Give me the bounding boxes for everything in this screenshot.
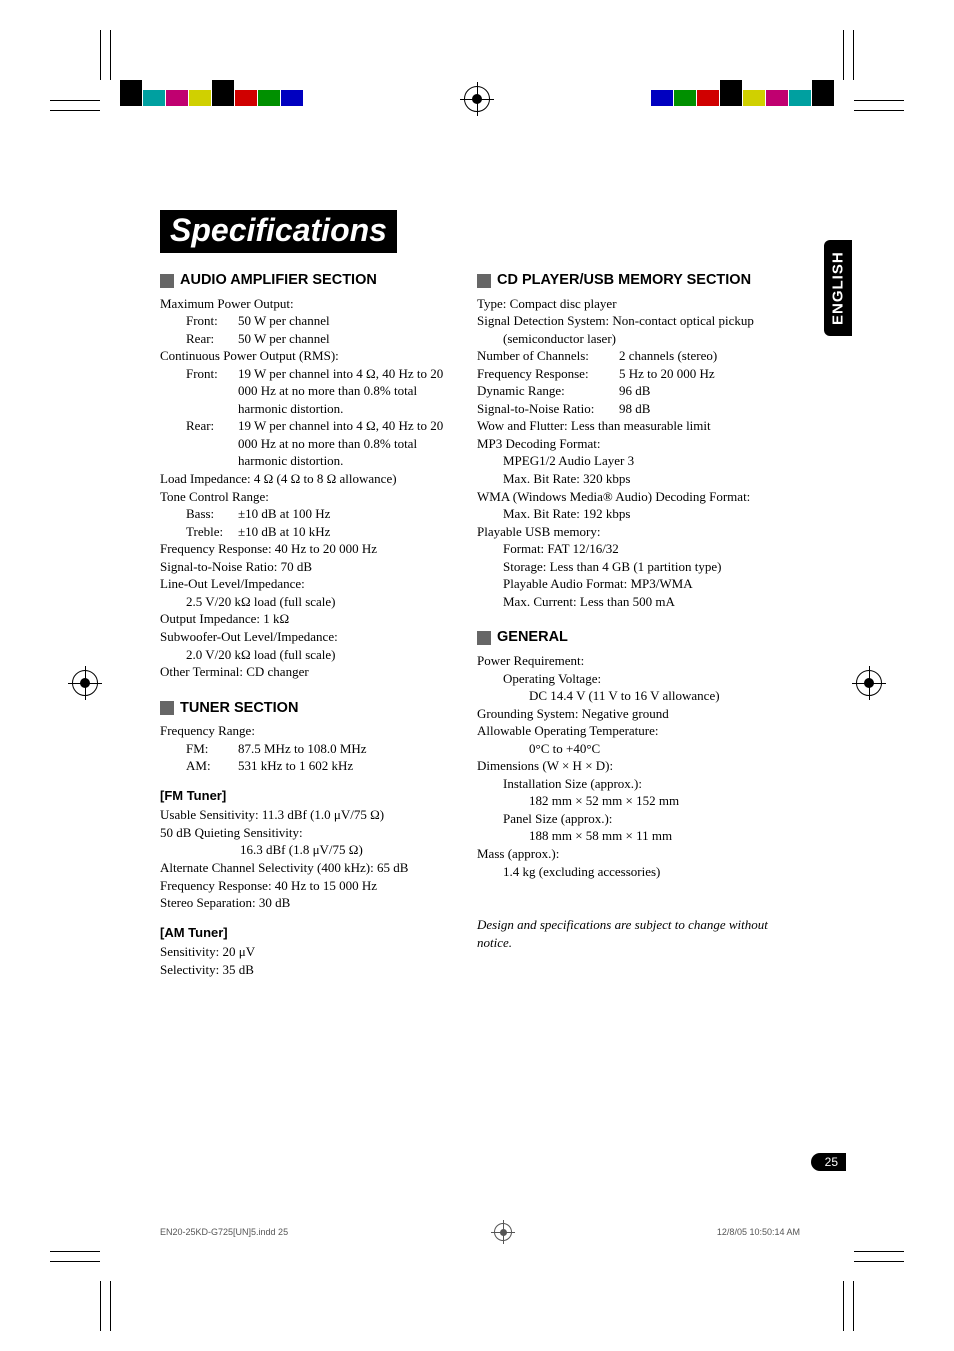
spec-text: 1.4 kg (excluding accessories) (477, 863, 770, 881)
color-bar (789, 90, 811, 106)
footer-timestamp: 12/8/05 10:50:14 AM (717, 1227, 800, 1237)
spec-text: Signal-to-Noise Ratio: 70 dB (160, 558, 453, 576)
spec-text: Wow and Flutter: Less than measurable li… (477, 417, 770, 435)
spec-text: AM:531 kHz to 1 602 kHz (160, 757, 453, 775)
spec-text: Continuous Power Output (RMS): (160, 347, 453, 365)
spec-text: Front:50 W per channel (160, 312, 453, 330)
spec-text: Signal Detection System: Non-contact opt… (477, 312, 770, 347)
right-column: CD PLAYER/USB MEMORY SECTION Type: Compa… (477, 267, 770, 978)
spec-text: Max. Current: Less than 500 mA (477, 593, 770, 611)
color-bar (120, 80, 142, 106)
color-bar (651, 90, 673, 106)
spec-text: Power Requirement: (477, 652, 770, 670)
notice-text: Design and specifications are subject to… (477, 916, 770, 951)
spec-text: Subwoofer-Out Level/Impedance: (160, 628, 453, 646)
spec-text: Number of Channels:2 channels (stereo) (477, 347, 770, 365)
spec-text: Alternate Channel Selectivity (400 kHz):… (160, 859, 453, 877)
left-column: AUDIO AMPLIFIER SECTION Maximum Power Ou… (160, 267, 453, 978)
spec-text: Output Impedance: 1 kΩ (160, 610, 453, 628)
page-number: 25 (811, 1153, 846, 1171)
color-bar (743, 90, 765, 106)
spec-text: Installation Size (approx.): (477, 775, 770, 793)
spec-text: WMA (Windows Media® Audio) Decoding Form… (477, 488, 770, 506)
spec-text: Mass (approx.): (477, 845, 770, 863)
print-footer: EN20-25KD-G725[UN]5.indd 25 12/8/05 10:5… (160, 1223, 800, 1241)
spec-text: DC 14.4 V (11 V to 16 V allowance) (477, 687, 770, 705)
spec-text: Front:19 W per channel into 4 Ω, 40 Hz t… (160, 365, 453, 418)
color-bar (281, 90, 303, 106)
spec-text: MP3 Decoding Format: (477, 435, 770, 453)
subsection-head-fm: [FM Tuner] (160, 787, 453, 805)
section-head-tuner: TUNER SECTION (160, 699, 453, 719)
footer-filename: EN20-25KD-G725[UN]5.indd 25 (160, 1227, 288, 1237)
spec-text: Signal-to-Noise Ratio:98 dB (477, 400, 770, 418)
color-bar (235, 90, 257, 106)
spec-text: Stereo Separation: 30 dB (160, 894, 453, 912)
color-bar (258, 90, 280, 106)
spec-text: Type: Compact disc player (477, 295, 770, 313)
section-head-general: GENERAL (477, 628, 770, 648)
language-tab: ENGLISH (824, 240, 852, 336)
spec-text: Rear:19 W per channel into 4 Ω, 40 Hz to… (160, 417, 453, 470)
color-bar (766, 90, 788, 106)
spec-text: Frequency Response: 40 Hz to 20 000 Hz (160, 540, 453, 558)
color-bar (189, 90, 211, 106)
spec-text: FM:87.5 MHz to 108.0 MHz (160, 740, 453, 758)
spec-text: Max. Bit Rate: 320 kbps (477, 470, 770, 488)
color-bars-right (650, 80, 834, 106)
section-head-cd: CD PLAYER/USB MEMORY SECTION (477, 271, 770, 291)
spec-text: Tone Control Range: (160, 488, 453, 506)
page-content: Specifications AUDIO AMPLIFIER SECTION M… (160, 210, 770, 978)
subsection-head-am: [AM Tuner] (160, 924, 453, 942)
spec-text: Playable Audio Format: MP3/WMA (477, 575, 770, 593)
spec-text: 50 dB Quieting Sensitivity: (160, 824, 453, 842)
color-bars-left (120, 80, 304, 106)
color-bar (166, 90, 188, 106)
spec-text: Line-Out Level/Impedance: (160, 575, 453, 593)
spec-text: Grounding System: Negative ground (477, 705, 770, 723)
color-bar (143, 90, 165, 106)
spec-text: Frequency Response:5 Hz to 20 000 Hz (477, 365, 770, 383)
spec-text: Treble:±10 dB at 10 kHz (160, 523, 453, 541)
spec-text: MPEG1/2 Audio Layer 3 (477, 452, 770, 470)
spec-text: Maximum Power Output: (160, 295, 453, 313)
registration-mark-icon (494, 1223, 512, 1241)
page-title: Specifications (160, 210, 397, 253)
spec-text: Frequency Response: 40 Hz to 15 000 Hz (160, 877, 453, 895)
spec-text: Sensitivity: 20 μV (160, 943, 453, 961)
spec-text: Dynamic Range:96 dB (477, 382, 770, 400)
spec-text: Selectivity: 35 dB (160, 961, 453, 979)
spec-text: 182 mm × 52 mm × 152 mm (477, 792, 770, 810)
color-bar (812, 80, 834, 106)
spec-text: Load Impedance: 4 Ω (4 Ω to 8 Ω allowanc… (160, 470, 453, 488)
spec-text: Frequency Range: (160, 722, 453, 740)
crop-marks-top (0, 30, 954, 150)
spec-text: Allowable Operating Temperature: (477, 722, 770, 740)
color-bar (212, 80, 234, 106)
spec-text: Operating Voltage: (477, 670, 770, 688)
spec-text: 2.5 V/20 kΩ load (full scale) (160, 593, 453, 611)
spec-text: Max. Bit Rate: 192 kbps (477, 505, 770, 523)
color-bar (697, 90, 719, 106)
registration-mark-icon (856, 670, 882, 696)
spec-text: Dimensions (W × H × D): (477, 757, 770, 775)
spec-text: Playable USB memory: (477, 523, 770, 541)
spec-text: Bass:±10 dB at 100 Hz (160, 505, 453, 523)
color-bar (720, 80, 742, 106)
spec-text: Other Terminal: CD changer (160, 663, 453, 681)
registration-mark-icon (72, 670, 98, 696)
color-bar (674, 90, 696, 106)
spec-text: Rear:50 W per channel (160, 330, 453, 348)
spec-text: 2.0 V/20 kΩ load (full scale) (160, 646, 453, 664)
spec-text: 16.3 dBf (1.8 μV/75 Ω) (160, 841, 453, 859)
registration-mark-icon (464, 86, 490, 112)
spec-text: 188 mm × 58 mm × 11 mm (477, 827, 770, 845)
spec-text: Format: FAT 12/16/32 (477, 540, 770, 558)
spec-text: 0°C to +40°C (477, 740, 770, 758)
spec-text: Storage: Less than 4 GB (1 partition typ… (477, 558, 770, 576)
spec-text: Usable Sensitivity: 11.3 dBf (1.0 μV/75 … (160, 806, 453, 824)
section-head-amp: AUDIO AMPLIFIER SECTION (160, 271, 453, 291)
crop-marks-bottom (0, 1251, 954, 1331)
spec-text: Panel Size (approx.): (477, 810, 770, 828)
